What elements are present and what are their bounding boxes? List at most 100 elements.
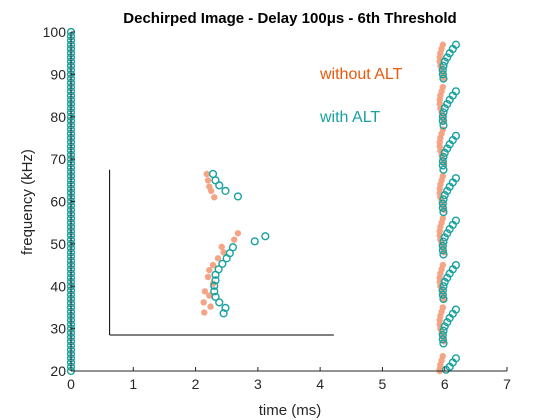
data-point: [439, 339, 448, 348]
data-point: [215, 181, 224, 190]
y-tick-label: 50: [50, 236, 66, 252]
data-point: [443, 144, 452, 153]
x-tick-label: 1: [129, 376, 137, 392]
data-point: [438, 286, 447, 295]
data-point: [261, 232, 270, 241]
series-without-alt: [200, 41, 448, 375]
y-tick-label: 90: [50, 66, 66, 82]
data-point: [438, 241, 447, 251]
data-point: [218, 243, 225, 251]
data-point: [234, 230, 242, 237]
y-tick-label: 100: [43, 24, 67, 40]
data-point: [443, 273, 452, 282]
y-tick-label: 20: [50, 363, 66, 379]
x-tick-label: 2: [192, 376, 200, 392]
data-point: [211, 194, 218, 201]
data-point: [438, 161, 447, 170]
x-axis-label: time (ms): [259, 402, 322, 419]
data-point: [440, 233, 449, 242]
data-point: [207, 187, 215, 195]
data-point: [209, 261, 217, 269]
data-point: [439, 74, 448, 83]
data-point: [443, 186, 452, 196]
data-point: [438, 116, 447, 126]
data-point: [204, 177, 212, 184]
legend-entry: with ALT: [319, 109, 380, 126]
data-point: [210, 281, 219, 290]
data-point: [438, 290, 447, 299]
data-point: [211, 292, 220, 301]
data-point: [221, 303, 230, 312]
data-point: [439, 165, 448, 174]
chart-title: Dechirped Image - Delay 100μs - 6th Thre…: [123, 10, 456, 27]
data-point: [445, 95, 454, 104]
legend: without ALT with ALT: [319, 66, 403, 126]
data-point: [438, 66, 447, 75]
data-point: [439, 207, 448, 217]
data-point: [440, 322, 449, 331]
data-point: [438, 157, 447, 166]
data-point: [438, 199, 447, 208]
y-tick-label: 70: [50, 151, 66, 167]
data-point: [439, 326, 448, 335]
y-tick-label: 30: [50, 321, 66, 337]
axes-layer: 0 1 2 3 4 5 6 7 20 30 40 50 60 70 80 90 100: [43, 24, 511, 392]
data-point: [206, 292, 213, 299]
data-point: [218, 259, 227, 268]
data-point: [438, 70, 447, 79]
y-tick-label: 40: [50, 278, 66, 294]
data-point: [439, 237, 448, 246]
data-point: [440, 104, 449, 113]
x-tick-label: 3: [254, 376, 262, 392]
data-point: [220, 249, 227, 256]
x-tick-label: 4: [316, 376, 324, 392]
legend-entry: without ALT: [319, 66, 403, 83]
data-point: [439, 250, 448, 259]
data-point: [210, 287, 219, 296]
data-point: [439, 294, 448, 304]
data-point: [445, 140, 454, 149]
data-point: [438, 330, 447, 340]
data-point: [439, 61, 448, 71]
data-point: [438, 203, 447, 212]
data-point: [222, 254, 231, 263]
data-point: [221, 186, 230, 196]
x-tick-label: 7: [503, 376, 511, 392]
data-point: [200, 299, 207, 306]
data-point: [207, 303, 214, 310]
data-point: [211, 270, 220, 279]
data-point: [440, 57, 449, 66]
data-point: [438, 335, 447, 344]
data-point: [443, 53, 452, 62]
data-point: [443, 229, 452, 238]
data-point: [439, 121, 448, 130]
data-point: [219, 309, 228, 318]
data-point: [439, 282, 448, 291]
data-point: [445, 182, 454, 191]
data-point: [204, 273, 212, 281]
y-tick-label: 60: [50, 194, 66, 210]
data-point: [445, 49, 454, 58]
data-point: [441, 365, 451, 374]
data-point: [438, 246, 447, 255]
data-point: [439, 152, 448, 162]
data-point: [206, 266, 213, 274]
data-point: [201, 288, 209, 295]
data-point: [445, 313, 454, 323]
y-axis-label: frequency (kHz): [19, 149, 36, 255]
data-point: [250, 237, 259, 246]
data-point: [201, 309, 208, 316]
data-point: [445, 269, 454, 278]
data-point: [214, 255, 222, 262]
y-tick-label: 80: [50, 109, 66, 125]
data-point: [215, 298, 224, 307]
data-point: [440, 277, 449, 287]
data-point: [440, 148, 449, 157]
x-tick-label: 6: [441, 376, 449, 392]
data-point: [443, 318, 452, 327]
data-point: [438, 112, 447, 121]
x-tick-label: 0: [67, 376, 75, 392]
data-point: [439, 108, 448, 117]
